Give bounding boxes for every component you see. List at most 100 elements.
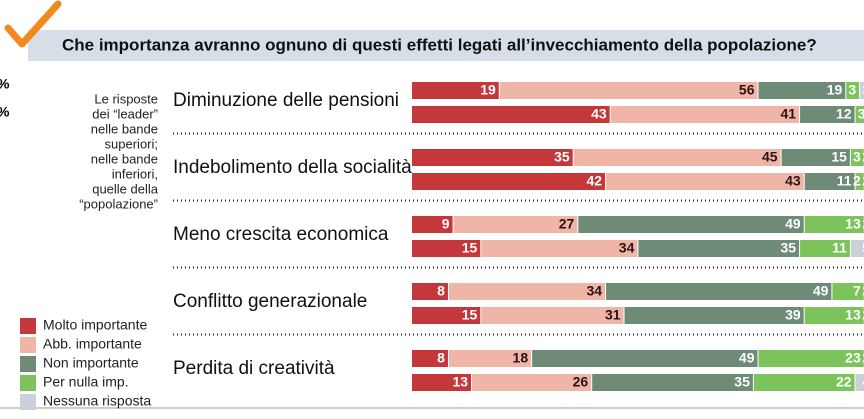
value-label: 49 xyxy=(785,216,801,232)
value-label: 15 xyxy=(462,240,478,256)
bar-segment xyxy=(499,82,758,99)
value-label: 2 xyxy=(862,173,864,189)
bar-segment xyxy=(832,283,864,300)
value-label: 34 xyxy=(619,240,635,256)
bar-segment xyxy=(532,350,758,367)
note-line: inferiori, xyxy=(112,166,158,181)
category-label: Conflitto generazionale xyxy=(173,291,367,312)
bar-segment xyxy=(448,283,606,300)
value-label: 19 xyxy=(480,82,496,98)
value-label: 8 xyxy=(437,350,445,366)
bar-segment xyxy=(850,240,864,257)
note-line: superiori; xyxy=(105,136,158,151)
value-label: 15 xyxy=(831,149,847,165)
bar-segment xyxy=(753,374,855,391)
bar-segment xyxy=(800,240,850,257)
value-label: 2 xyxy=(862,350,864,366)
value-label: 27 xyxy=(559,216,575,232)
note-line: nelle bande xyxy=(91,151,158,166)
bar-segment xyxy=(804,307,864,324)
value-label: 45 xyxy=(762,149,778,165)
value-label: 3 xyxy=(858,106,864,122)
value-label: 8 xyxy=(437,283,445,299)
value-label: 18 xyxy=(513,350,529,366)
value-label: 2 xyxy=(862,149,864,165)
note-line: Le risposte xyxy=(94,91,158,106)
legend-label: Abb. importante xyxy=(43,336,142,352)
bar-segment xyxy=(472,374,592,391)
value-label: 35 xyxy=(554,149,570,165)
value-label: 2 xyxy=(862,216,864,232)
value-label: 43 xyxy=(785,173,801,189)
value-label: 9 xyxy=(442,216,450,232)
check-icon xyxy=(4,0,62,48)
value-label: 31 xyxy=(605,307,621,323)
chart-title: Che importanza avranno ognuno di questi … xyxy=(62,35,817,54)
category-label: Perdita di creatività xyxy=(173,358,335,379)
bar-segment xyxy=(412,216,453,233)
value-label: 42 xyxy=(586,173,602,189)
bar-segment xyxy=(578,216,804,233)
title-band xyxy=(28,30,864,61)
value-label: 34 xyxy=(586,283,602,299)
value-label: 2 xyxy=(853,173,861,189)
note-line: “popolazione” xyxy=(79,196,158,211)
bar-segment xyxy=(412,350,448,367)
value-label: 2 xyxy=(862,283,864,299)
value-label: 23 xyxy=(845,350,861,366)
value-label: 11 xyxy=(837,173,852,189)
value-label: 3 xyxy=(862,82,864,98)
category-label: Diminuzione delle pensioni xyxy=(173,90,399,111)
bar-segment xyxy=(412,240,481,257)
bar-segment xyxy=(412,106,610,123)
value-label: 12 xyxy=(836,106,852,122)
legend-label: Nessuna risposta xyxy=(43,393,151,409)
value-label: 26 xyxy=(573,374,589,390)
bar-segment xyxy=(481,240,638,257)
bar-segment xyxy=(855,173,864,190)
value-label: 39 xyxy=(785,307,801,323)
value-label: 13 xyxy=(845,216,861,232)
note-line: quelle della xyxy=(92,181,159,196)
category-label: Indebolimento della socialità xyxy=(173,157,412,178)
bar-segment xyxy=(758,82,846,99)
value-label: 49 xyxy=(739,350,755,366)
legend-swatch xyxy=(20,375,36,391)
bar-segment xyxy=(481,307,624,324)
bar-segment xyxy=(610,106,800,123)
legend-label: Non importante xyxy=(43,355,139,371)
bar-segment xyxy=(781,149,850,166)
bar-segment xyxy=(573,149,781,166)
value-label: 15 xyxy=(462,307,478,323)
bar-segment xyxy=(758,350,864,367)
value-label: 4 xyxy=(862,374,864,390)
value-label: 49 xyxy=(813,283,829,299)
legend-swatch xyxy=(20,337,36,353)
value-label: 5 xyxy=(862,240,864,256)
category-label: Meno crescita economica xyxy=(173,224,389,245)
bar-segment xyxy=(804,216,864,233)
note-line: nelle bande xyxy=(91,121,158,136)
bar-segment xyxy=(855,374,864,391)
value-label: 13 xyxy=(845,307,861,323)
value-label: 13 xyxy=(452,374,468,390)
value-label: 11 xyxy=(832,240,847,256)
value-label: 41 xyxy=(781,106,797,122)
value-label: 56 xyxy=(739,82,755,98)
legend-swatch xyxy=(20,318,36,334)
bar-segment xyxy=(412,283,448,300)
value-label: 35 xyxy=(781,240,797,256)
value-label: 7 xyxy=(853,283,861,299)
bar-segment xyxy=(412,307,481,324)
legend-swatch xyxy=(20,394,36,410)
note-line: dei “leader” xyxy=(92,106,158,121)
bar-segment xyxy=(412,173,606,190)
value-label: 3 xyxy=(853,149,861,165)
bar-segment xyxy=(606,283,832,300)
value-label: 43 xyxy=(591,106,607,122)
left-mark: % xyxy=(0,76,10,92)
bar-segment xyxy=(855,106,864,123)
bar-segment xyxy=(412,374,472,391)
left-mark: % xyxy=(0,104,10,120)
bar-segment xyxy=(606,173,804,190)
